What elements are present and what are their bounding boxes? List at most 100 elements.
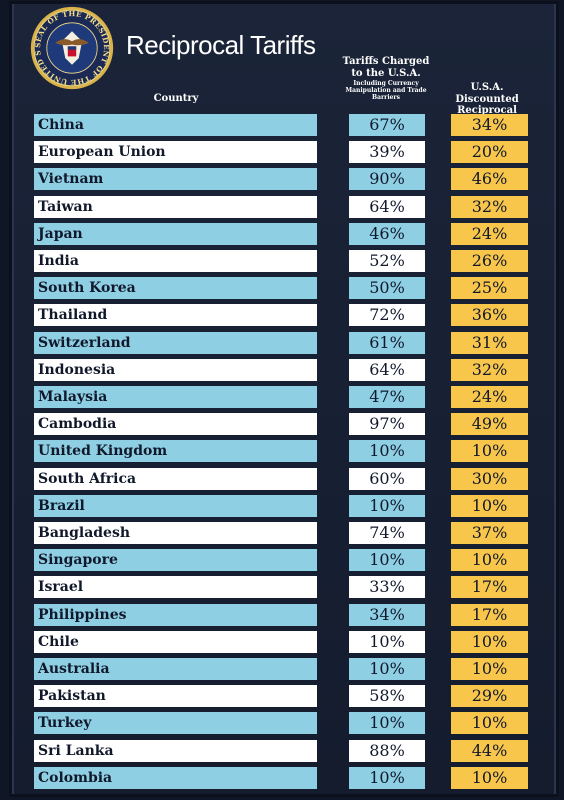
charged-tariff-cell: 64%: [349, 358, 425, 381]
table-row: Chile 10% 10%: [0, 630, 560, 653]
discounted-tariff-cell: 10%: [451, 766, 528, 789]
page-title: Reciprocal Tariffs: [126, 30, 316, 60]
country-cell: Brazil: [34, 494, 317, 517]
country-cell: Cambodia: [34, 413, 317, 436]
discounted-tariff-cell: 44%: [451, 739, 528, 762]
charged-tariff-cell: 50%: [349, 277, 425, 300]
charged-tariff-cell: 60%: [349, 467, 425, 490]
charged-tariff-cell: 90%: [349, 168, 425, 191]
country-cell: Indonesia: [34, 358, 317, 381]
charged-tariff-cell: 47%: [349, 386, 425, 408]
country-cell: China: [34, 114, 317, 136]
discounted-tariff-cell: 46%: [451, 168, 528, 191]
country-cell: Philippines: [34, 603, 317, 626]
table-row: South Korea 50% 25%: [0, 277, 560, 300]
country-cell: Pakistan: [34, 685, 317, 708]
table-row: Vietnam 90% 46%: [0, 168, 560, 191]
charged-tariff-cell: 46%: [349, 222, 425, 245]
charged-tariff-cell: 74%: [349, 522, 425, 544]
charged-tariff-cell: 61%: [349, 331, 425, 354]
discounted-tariff-cell: 10%: [451, 630, 528, 653]
charged-tariff-cell: 58%: [349, 685, 425, 708]
table-row: Switzerland 61% 31%: [0, 331, 560, 354]
table-row: Australia 10% 10%: [0, 658, 560, 680]
charged-tariff-cell: 72%: [349, 304, 425, 327]
charged-tariff-cell: 34%: [349, 603, 425, 626]
table-row: Philippines 34% 17%: [0, 603, 560, 626]
table-row: Malaysia 47% 24%: [0, 386, 560, 408]
charged-tariff-cell: 33%: [349, 576, 425, 599]
charged-tariff-cell: 10%: [349, 658, 425, 680]
charged-tariff-cell: 10%: [349, 630, 425, 653]
discounted-tariff-cell: 24%: [451, 386, 528, 408]
country-cell: European Union: [34, 141, 317, 164]
presidential-seal-icon: SEAL OF THE PRESIDENT OF THE UNITED STAT…: [30, 6, 114, 90]
discounted-tariff-cell: 10%: [451, 494, 528, 517]
country-cell: Australia: [34, 658, 317, 680]
table-row: Singapore 10% 10%: [0, 549, 560, 572]
country-cell: Bangladesh: [34, 522, 317, 544]
table-row: Sri Lanka 88% 44%: [0, 739, 560, 762]
discounted-tariff-cell: 49%: [451, 413, 528, 436]
table-row: Colombia 10% 10%: [0, 766, 560, 789]
column-header-charged-label: Tariffs Charged to the U.S.A.: [342, 56, 430, 79]
charged-tariff-cell: 64%: [349, 195, 425, 218]
column-header-charged-note: Including Currency Manipulation and Trad…: [345, 80, 427, 102]
discounted-tariff-cell: 10%: [451, 658, 528, 680]
table-row: South Africa 60% 30%: [0, 467, 560, 490]
discounted-tariff-cell: 26%: [451, 250, 528, 272]
country-cell: South Korea: [34, 277, 317, 300]
table-row: Israel 33% 17%: [0, 576, 560, 599]
discounted-tariff-cell: 30%: [451, 467, 528, 490]
discounted-tariff-cell: 31%: [451, 331, 528, 354]
charged-tariff-cell: 39%: [349, 141, 425, 164]
charged-tariff-cell: 52%: [349, 250, 425, 272]
charged-tariff-cell: 10%: [349, 766, 425, 789]
column-header-country: Country: [153, 93, 199, 104]
table-row: Thailand 72% 36%: [0, 304, 560, 327]
table-row: Brazil 10% 10%: [0, 494, 560, 517]
discounted-tariff-cell: 10%: [451, 440, 528, 463]
charged-tariff-cell: 88%: [349, 739, 425, 762]
country-cell: Malaysia: [34, 386, 317, 408]
discounted-tariff-cell: 29%: [451, 685, 528, 708]
discounted-tariff-cell: 32%: [451, 195, 528, 218]
table-row: Indonesia 64% 32%: [0, 358, 560, 381]
country-cell: United Kingdom: [34, 440, 317, 463]
discounted-tariff-cell: 37%: [451, 522, 528, 544]
country-cell: South Africa: [34, 467, 317, 490]
table-row: Cambodia 97% 49%: [0, 413, 560, 436]
country-cell: Turkey: [34, 712, 317, 735]
column-header-charged: Tariffs Charged to the U.S.A. Including …: [340, 56, 432, 102]
table-row: India 52% 26%: [0, 250, 560, 272]
discounted-tariff-cell: 36%: [451, 304, 528, 327]
discounted-tariff-cell: 32%: [451, 358, 528, 381]
country-cell: Switzerland: [34, 331, 317, 354]
country-cell: Sri Lanka: [34, 739, 317, 762]
country-cell: Singapore: [34, 549, 317, 572]
discounted-tariff-cell: 24%: [451, 222, 528, 245]
table-row: United Kingdom 10% 10%: [0, 440, 560, 463]
charged-tariff-cell: 10%: [349, 549, 425, 572]
country-cell: Colombia: [34, 766, 317, 789]
table-row: China 67% 34%: [0, 114, 560, 136]
discounted-tariff-cell: 25%: [451, 277, 528, 300]
charged-tariff-cell: 97%: [349, 413, 425, 436]
discounted-tariff-cell: 10%: [451, 549, 528, 572]
table-row: Japan 46% 24%: [0, 222, 560, 245]
charged-tariff-cell: 67%: [349, 114, 425, 136]
table-row: Turkey 10% 10%: [0, 712, 560, 735]
discounted-tariff-cell: 17%: [451, 603, 528, 626]
country-cell: India: [34, 250, 317, 272]
table-row: Taiwan 64% 32%: [0, 195, 560, 218]
country-cell: Vietnam: [34, 168, 317, 191]
table-row: Bangladesh 74% 37%: [0, 522, 560, 544]
discounted-tariff-cell: 10%: [451, 712, 528, 735]
country-cell: Taiwan: [34, 195, 317, 218]
charged-tariff-cell: 10%: [349, 712, 425, 735]
charged-tariff-cell: 10%: [349, 440, 425, 463]
table-row: Pakistan 58% 29%: [0, 685, 560, 708]
table-row: European Union 39% 20%: [0, 141, 560, 164]
country-cell: Japan: [34, 222, 317, 245]
discounted-tariff-cell: 17%: [451, 576, 528, 599]
